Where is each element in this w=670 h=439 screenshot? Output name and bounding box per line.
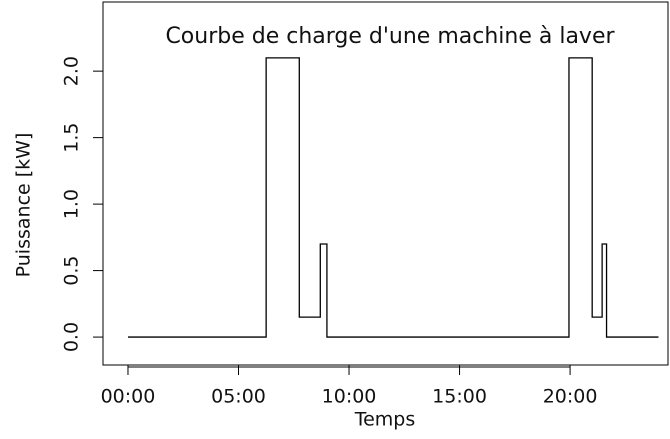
x-tick-label: 20:00 — [543, 386, 598, 408]
x-tick-label: 15:00 — [432, 386, 487, 408]
plot-frame — [102, 1, 669, 366]
y-tick-label: 0.0 — [61, 322, 83, 352]
x-tick-label: 05:00 — [211, 386, 266, 408]
chart-title: Courbe de charge d'une machine à laver — [165, 24, 615, 49]
y-tick-label: 1.5 — [61, 123, 83, 153]
series-line — [127, 57, 659, 338]
y-tick-label: 2.0 — [61, 56, 83, 86]
x-tick-label: 10:00 — [322, 386, 377, 408]
x-tick-label: 00:00 — [101, 386, 156, 408]
y-axis-label: Puissance [kW] — [13, 133, 35, 278]
y-tick-label: 0.5 — [61, 255, 83, 285]
y-tick-label: 1.0 — [61, 189, 83, 219]
x-axis-label: Temps — [354, 409, 416, 431]
